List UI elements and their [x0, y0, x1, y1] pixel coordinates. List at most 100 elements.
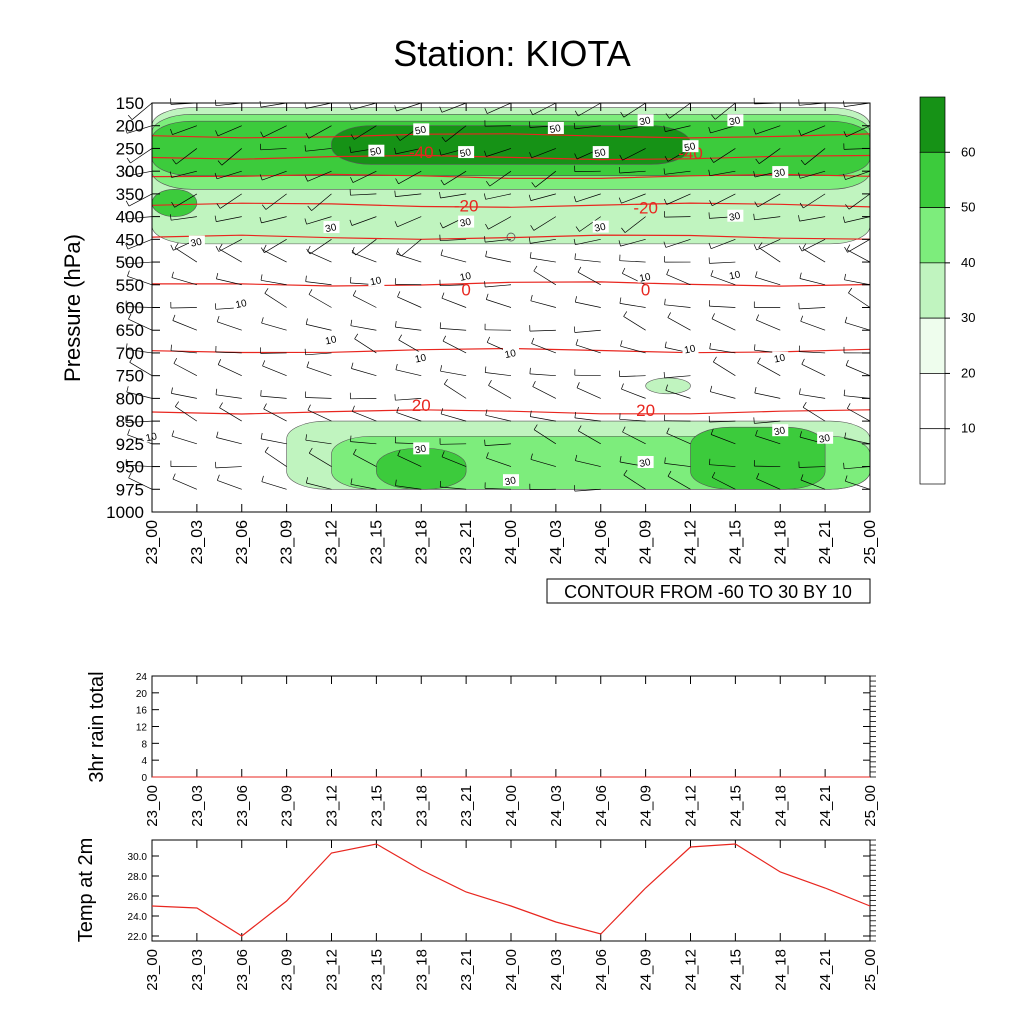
wind-barb-flag — [618, 197, 622, 204]
wind-barb — [622, 148, 646, 161]
wind-barb — [126, 170, 153, 177]
wind-barb — [844, 216, 871, 223]
wind-barb-flag — [485, 223, 489, 230]
wind-barb-flag — [354, 333, 359, 339]
wind-barb — [578, 102, 601, 117]
wind-barb — [350, 483, 377, 490]
wind-barb — [799, 351, 826, 354]
speed-contour-label: 30 — [818, 433, 832, 446]
wind-barb-flag — [709, 385, 713, 392]
wind-barb-flag — [350, 435, 352, 442]
wind-barb — [397, 216, 422, 228]
time-tick-label: 24_09 — [638, 949, 655, 991]
temperature-contour-label: 20 — [412, 396, 431, 415]
wind-barb — [261, 481, 287, 490]
wind-barb-flag — [573, 326, 576, 333]
wind-barb-flag — [308, 447, 313, 454]
wind-barb-flag — [441, 292, 445, 299]
wind-barb — [666, 193, 691, 205]
speed-contour-label: 10 — [728, 269, 742, 282]
wind-barb — [664, 463, 691, 467]
pressure-tick-label: 600 — [116, 299, 144, 318]
wind-barb — [665, 125, 691, 132]
wind-barb — [131, 102, 153, 120]
wind-barb — [576, 387, 601, 399]
wind-barb — [487, 102, 512, 114]
wind-barb-flag — [306, 361, 310, 368]
wind-barb-flag — [843, 100, 845, 107]
wind-barb — [622, 431, 646, 445]
speed-label-background — [682, 140, 699, 153]
wind-barb — [350, 325, 377, 331]
wind-barb — [489, 170, 512, 187]
wind-barb-flag — [664, 156, 669, 162]
wind-barb-flag — [798, 245, 803, 252]
time-tick-label: 23_09 — [279, 785, 296, 827]
wind-barb-flag — [574, 296, 577, 303]
y-tick-label: 20 — [136, 689, 148, 700]
wind-barb — [218, 239, 242, 252]
wind-barb-flag — [486, 181, 490, 187]
wind-barb-flag — [663, 371, 665, 378]
wind-barb-flag — [263, 403, 267, 410]
wind-barb-flag — [394, 221, 398, 227]
speed-contour-label: 30 — [504, 475, 518, 488]
contour-info-box: CONTOUR FROM -60 TO 30 BY 10 — [546, 578, 871, 604]
wind-barb-flag — [304, 175, 308, 182]
wind-barb — [305, 352, 332, 356]
wind-barb — [171, 435, 197, 445]
wind-barb-flag — [800, 159, 806, 166]
time-tick-label: 24_09 — [638, 785, 655, 827]
wind-barb — [713, 361, 736, 376]
wind-barb — [575, 301, 601, 308]
wind-barb — [128, 477, 153, 490]
temperature-contour-label: -20 — [633, 199, 658, 218]
wind-barb — [710, 391, 736, 399]
wind-barb — [175, 406, 198, 422]
wind-barb-flag — [753, 128, 757, 135]
wind-barb — [844, 322, 871, 331]
wind-barb — [445, 125, 467, 142]
temp-panel: 22.0 24.0 26.0 28.0 30.0 23_00 23_03 23_06 23_09… — [75, 838, 879, 991]
wind-barb — [710, 125, 736, 134]
y-tick-label: 26.0 — [128, 892, 148, 903]
wind-barb-flag — [262, 360, 266, 367]
time-tick-label: 25_00 — [862, 520, 879, 565]
y-tick-label: 16 — [136, 706, 148, 717]
wind-barb — [261, 438, 287, 445]
wind-barb — [215, 466, 242, 469]
wind-barb — [531, 148, 557, 159]
wind-barb-flag — [621, 383, 624, 390]
wind-barb-flag — [397, 291, 401, 298]
wind-barb — [709, 420, 736, 423]
pressure-axis-title: Pressure (hPa) — [60, 234, 85, 382]
wind-barb-flag — [260, 247, 265, 253]
temp-axes: 22.0 24.0 26.0 28.0 30.0 23_00 23_03 23_06 23_09… — [128, 839, 879, 991]
wind-barb — [755, 435, 781, 445]
wind-barb-flag — [573, 122, 576, 129]
wind-barb — [264, 239, 287, 254]
wind-barb-flag — [171, 430, 175, 437]
wind-barb — [799, 307, 826, 310]
wind-barb-flag — [800, 474, 804, 481]
wind-barb — [579, 216, 601, 232]
wind-barb-flag — [709, 200, 713, 206]
wind-barb — [395, 398, 422, 401]
time-tick-label: 24_12 — [683, 949, 700, 991]
wind-barb — [260, 102, 287, 108]
wind-barb-flag — [666, 427, 670, 434]
wind-barb — [217, 125, 242, 137]
wind-barb-flag — [217, 359, 222, 365]
wind-barb — [485, 193, 512, 200]
temperature-contour-label: -20 — [454, 197, 479, 216]
wind-barb — [619, 260, 646, 263]
wind-barb-flag — [439, 191, 441, 199]
wind-barb-flag — [530, 453, 533, 460]
wind-barb-flag — [755, 271, 758, 278]
wind-barb-flag — [484, 107, 488, 114]
wind-barb — [530, 193, 556, 201]
wind-barb — [712, 193, 736, 207]
wind-barb — [396, 253, 422, 263]
speed-contour-label: 30 — [728, 115, 742, 128]
